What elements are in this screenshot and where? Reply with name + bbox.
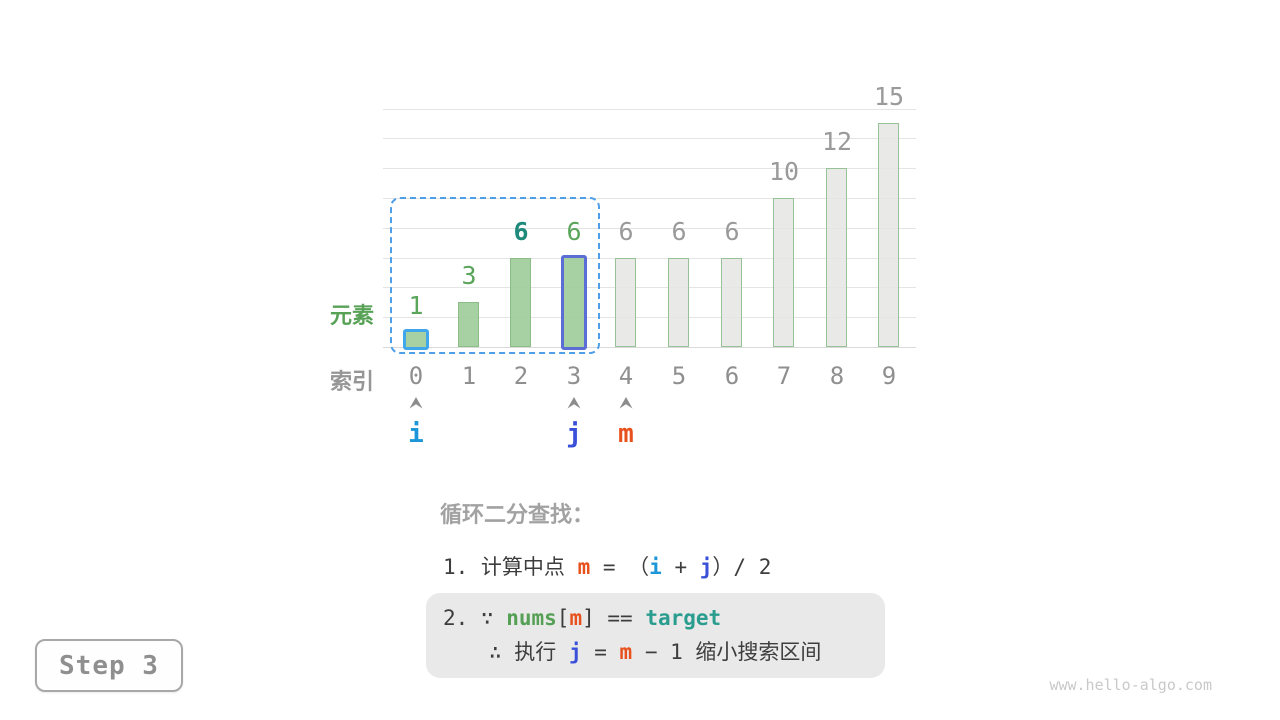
step-1-formula-line: 1. 计算中点 m = （i + j）/ 2 (443, 551, 771, 581)
text-segment: [ (556, 606, 570, 630)
watermark-url: www.hello-algo.com (1049, 676, 1212, 694)
text-segment: − 1 缩小搜索区间 (632, 640, 822, 664)
bar (510, 258, 531, 347)
index-label: 1 (461, 362, 477, 390)
bar-value-label: 6 (671, 217, 687, 246)
index-label: 9 (881, 362, 897, 390)
text-segment: j (699, 555, 713, 579)
bar-value-label: 1 (408, 291, 424, 320)
index-label: 5 (671, 362, 687, 390)
bar-value-label: 10 (768, 157, 800, 186)
text-segment: i (649, 555, 662, 579)
search-region-outline (390, 197, 600, 354)
pointer-arrow-icon (619, 396, 633, 409)
bar (458, 302, 479, 347)
pointer-arrow-icon (409, 396, 423, 409)
text-segment: m (577, 555, 591, 579)
text-segment: ∴ 执行 (489, 640, 569, 664)
step-badge-label: Step 3 (59, 650, 159, 681)
bar (721, 258, 742, 347)
index-label: 8 (829, 362, 845, 390)
step-2-highlight-box: 2. ∵ nums[m] == target ∴ 执行 j = m − 1 缩小… (426, 593, 885, 678)
explanation-title: 循环二分查找： (440, 502, 595, 527)
index-label: 4 (618, 362, 634, 390)
gridline (383, 168, 916, 169)
pointer-arrow-icon (567, 396, 581, 409)
text-segment: ] (582, 606, 595, 630)
text-segment: m (569, 606, 583, 630)
text-segment: ）/ 2 (712, 555, 772, 579)
index-label: 6 (724, 362, 740, 390)
bar-value-label: 3 (461, 261, 477, 290)
text-segment: j (568, 640, 582, 664)
bar (403, 329, 429, 350)
bar (826, 168, 847, 347)
index-label: 0 (408, 362, 424, 390)
step-2-action-line: ∴ 执行 j = m − 1 缩小搜索区间 (489, 635, 885, 669)
bar (615, 258, 636, 347)
array-bar-chart: 元素 索引 1 0 3 1 6 2 6 3 6 4 6 5 6 6 10 7 12 8 15 9 i j m (330, 82, 916, 449)
index-axis-label: 索引 (330, 369, 375, 394)
gridline (383, 198, 916, 199)
bar-value-label: 6 (724, 217, 740, 246)
gridline (383, 258, 916, 259)
text-segment: 1. 计算中点 (443, 555, 578, 579)
text-segment: nums (506, 606, 557, 630)
pointer-label-m: m (618, 419, 634, 449)
bar-value-label: 6 (566, 217, 582, 246)
bar (773, 198, 794, 347)
index-label: 2 (513, 362, 529, 390)
bar (668, 258, 689, 347)
text-segment: m (619, 640, 633, 664)
step-badge: Step 3 (35, 639, 183, 692)
text-segment: = （ (590, 555, 650, 579)
text-segment: = (581, 640, 620, 664)
bar-value-label: 15 (873, 82, 905, 111)
pointer-label-i: i (408, 419, 424, 449)
text-segment: target (645, 606, 722, 630)
gridline (383, 138, 916, 139)
pointer-label-j: j (566, 419, 582, 449)
text-segment: + (661, 555, 700, 579)
text-segment: 2. ∵ (443, 606, 507, 630)
index-label: 7 (776, 362, 792, 390)
bar (561, 255, 587, 350)
bar-value-label: 6 (618, 217, 634, 246)
gridline (383, 347, 916, 348)
index-label: 3 (566, 362, 582, 390)
gridline (383, 287, 916, 288)
element-axis-label: 元素 (330, 303, 375, 328)
bar-value-label: 12 (821, 127, 853, 156)
bar-value-label: 6 (513, 217, 529, 246)
bar (878, 123, 899, 347)
gridline (383, 317, 916, 318)
step-2-condition-line: 2. ∵ nums[m] == target (443, 601, 885, 635)
gridline (383, 109, 916, 110)
text-segment: == (594, 606, 646, 630)
gridline (383, 228, 916, 229)
